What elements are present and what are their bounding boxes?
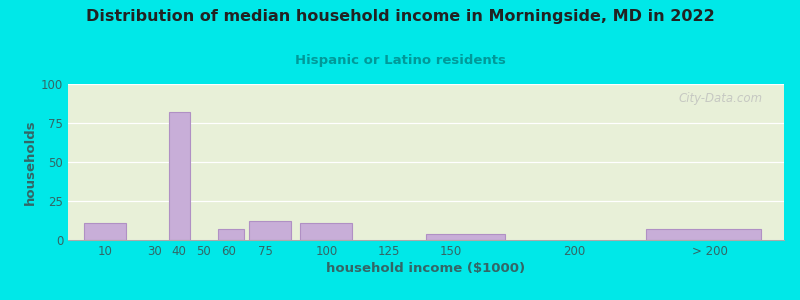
Text: Distribution of median household income in Morningside, MD in 2022: Distribution of median household income … bbox=[86, 9, 714, 24]
Bar bbox=[250, 221, 291, 240]
Y-axis label: households: households bbox=[24, 119, 37, 205]
Bar bbox=[646, 229, 762, 240]
Bar bbox=[426, 234, 506, 240]
Bar bbox=[84, 223, 126, 240]
Text: Hispanic or Latino residents: Hispanic or Latino residents bbox=[294, 54, 506, 67]
Text: City-Data.com: City-Data.com bbox=[678, 92, 762, 105]
Bar bbox=[218, 229, 243, 240]
Bar bbox=[169, 112, 190, 240]
X-axis label: household income ($1000): household income ($1000) bbox=[326, 262, 526, 275]
Bar bbox=[300, 223, 352, 240]
